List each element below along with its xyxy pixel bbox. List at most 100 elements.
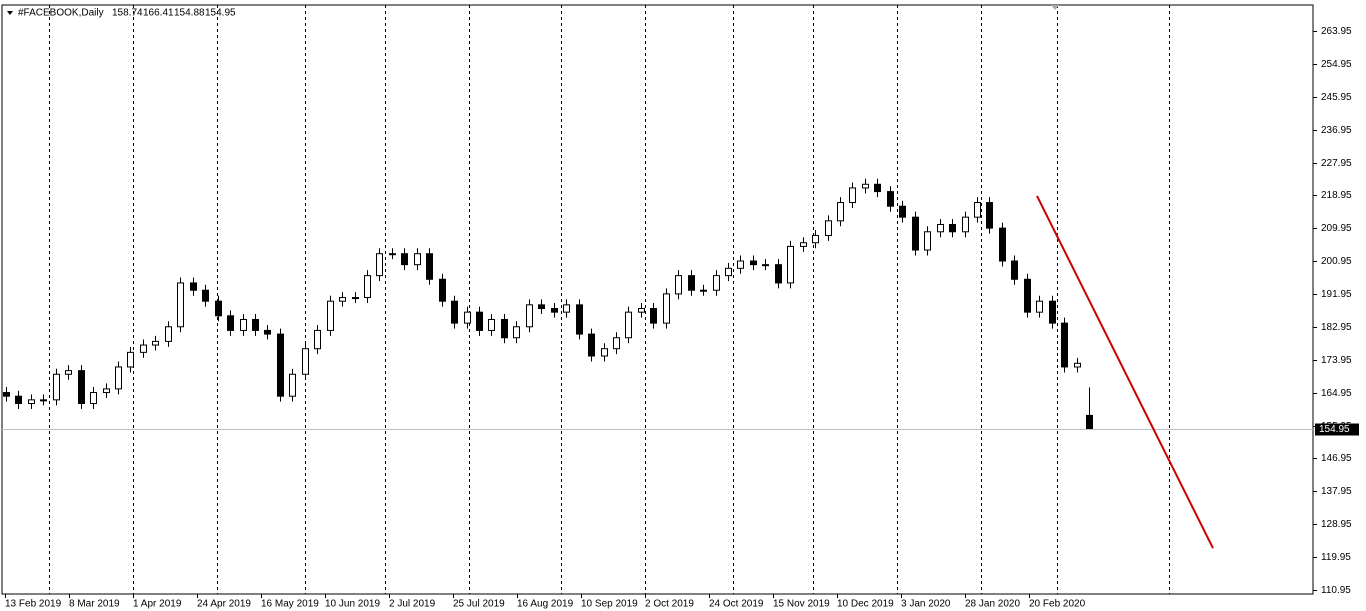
ohlc-high: 166.41 <box>143 8 174 19</box>
candle-body <box>650 308 657 324</box>
candle-body <box>90 392 97 405</box>
candle-body <box>65 370 72 375</box>
chart-title: #FACEBOOK,Daily <box>18 8 104 19</box>
candle-body <box>1061 322 1068 368</box>
candle-body <box>526 304 533 328</box>
candle-body <box>1074 362 1081 368</box>
candle-body <box>476 311 483 331</box>
candle-body <box>937 223 944 233</box>
x-tick-label: 10 Dec 2019 <box>837 599 894 610</box>
candle-body <box>1011 260 1018 280</box>
candle-body <box>426 253 433 280</box>
x-tick-label: 1 Apr 2019 <box>133 599 182 610</box>
candle-body <box>750 260 757 266</box>
x-tick-label: 2 Oct 2019 <box>645 599 694 610</box>
candle-body <box>513 326 520 339</box>
candle-body <box>1049 300 1056 324</box>
candle-body <box>986 202 993 229</box>
ohlc-low: 154.88 <box>174 8 205 19</box>
candle-body <box>40 399 47 402</box>
candle-body <box>962 216 969 233</box>
candle-body <box>302 348 309 375</box>
candle-body <box>252 318 259 331</box>
x-tick-label: 8 Mar 2019 <box>69 599 120 610</box>
y-tick-label: 191.95 <box>1321 289 1352 300</box>
candle-body <box>551 308 558 313</box>
candle-body <box>451 300 458 324</box>
x-tick-label: 2 Jul 2019 <box>389 599 436 610</box>
candle-body <box>488 318 495 331</box>
candle-body <box>762 264 769 267</box>
y-tick-label: 110.95 <box>1321 585 1351 596</box>
candle-body <box>103 388 110 394</box>
candle-body <box>837 202 844 222</box>
y-tick-label: 263.95 <box>1321 26 1352 37</box>
candle-body <box>663 293 670 324</box>
candle-body <box>1036 300 1043 313</box>
candle-body <box>613 337 620 350</box>
candle-body <box>202 289 209 302</box>
x-tick-label: 10 Sep 2019 <box>581 599 638 610</box>
candle-body <box>364 275 371 299</box>
candle-body <box>812 234 819 244</box>
candle-body <box>277 333 284 397</box>
candle-body <box>127 351 134 368</box>
candle-body <box>725 267 732 277</box>
y-tick-label: 245.95 <box>1321 92 1352 103</box>
candle-body <box>501 318 508 339</box>
x-tick-label: 10 Jun 2019 <box>325 599 380 610</box>
candle-body <box>713 275 720 291</box>
candle-body <box>949 223 956 233</box>
y-tick-label: 236.95 <box>1321 125 1352 136</box>
x-tick-label: 28 Jan 2020 <box>965 599 1020 610</box>
candle-body <box>576 304 583 335</box>
trendline <box>1036 195 1214 549</box>
candle-body <box>999 227 1006 262</box>
x-tick-label: 16 May 2019 <box>261 599 319 610</box>
candle-body <box>376 253 383 277</box>
y-tick-label: 182.95 <box>1321 322 1352 333</box>
candle-body <box>389 253 396 256</box>
y-tick-label: 254.95 <box>1321 59 1352 70</box>
candle-body <box>737 260 744 269</box>
candle-body <box>625 311 632 339</box>
y-tick-label: 164.95 <box>1321 388 1352 399</box>
shift-marker <box>1051 5 1059 10</box>
candle-body <box>15 395 22 405</box>
y-tick-label: 227.95 <box>1321 158 1352 169</box>
candle-body <box>401 253 408 266</box>
candle-body <box>700 289 707 292</box>
candle-body <box>152 340 159 346</box>
y-tick-label: 146.95 <box>1321 453 1352 464</box>
candle-body <box>899 205 906 218</box>
candle-body <box>688 275 695 291</box>
candle-body <box>601 348 608 357</box>
period-separators <box>49 5 1170 594</box>
candle-body <box>862 183 869 189</box>
candle-body <box>924 231 931 251</box>
candle-body <box>240 318 247 331</box>
candle-body <box>190 282 197 291</box>
candle-body <box>588 333 595 357</box>
y-tick-label: 209.95 <box>1321 223 1352 234</box>
candle-body <box>3 392 10 397</box>
candle-body <box>177 282 184 328</box>
x-tick-label: 13 Feb 2019 <box>5 599 62 610</box>
candle-body <box>1024 278 1031 313</box>
candle-body <box>912 216 919 251</box>
candle-body <box>28 399 35 405</box>
plot-frame <box>1 4 1314 595</box>
y-tick-label: 173.95 <box>1321 355 1352 366</box>
y-tick-label: 119.95 <box>1321 552 1351 563</box>
candle-body <box>314 329 321 350</box>
candle-body <box>825 220 832 236</box>
candle-body <box>327 300 334 331</box>
x-tick-label: 20 Feb 2020 <box>1029 599 1086 610</box>
candle-body <box>638 308 645 313</box>
candle-body <box>165 326 172 342</box>
x-tick-label: 24 Apr 2019 <box>197 599 251 610</box>
current-price-label: 154.95 <box>1319 424 1350 435</box>
ohlc-close: 154.95 <box>205 8 236 19</box>
x-tick-label: 3 Jan 2020 <box>901 599 951 610</box>
